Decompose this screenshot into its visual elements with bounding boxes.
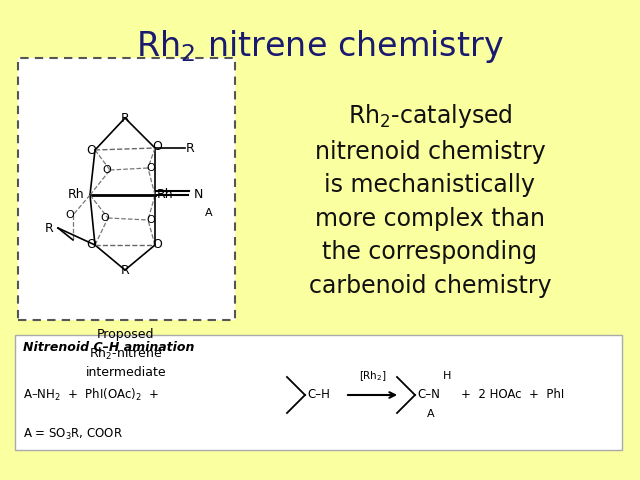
Text: H: H: [443, 371, 451, 381]
Text: C–H: C–H: [307, 388, 330, 401]
Text: A–NH$_2$  +  PhI(OAc)$_2$  +: A–NH$_2$ + PhI(OAc)$_2$ +: [23, 387, 159, 403]
Text: O: O: [102, 165, 111, 175]
Text: O: O: [100, 213, 109, 223]
Text: O: O: [147, 215, 156, 225]
Text: O: O: [86, 239, 96, 252]
Text: R: R: [120, 111, 129, 124]
Text: O: O: [152, 239, 162, 252]
Text: Proposed
Rh$_2$-nitrene
intermediate: Proposed Rh$_2$-nitrene intermediate: [86, 328, 166, 379]
Text: R: R: [45, 221, 54, 235]
Text: O: O: [147, 163, 156, 173]
Text: +  2 HOAc  +  PhI: + 2 HOAc + PhI: [461, 388, 564, 401]
Text: O: O: [86, 144, 96, 156]
Text: R: R: [186, 142, 195, 155]
Text: Rh: Rh: [67, 189, 84, 202]
Text: Rh: Rh: [157, 189, 173, 202]
Text: Rh$_2$-catalysed
nitrenoid chemistry
is mechanistically
more complex than
the co: Rh$_2$-catalysed nitrenoid chemistry is …: [308, 102, 551, 298]
Bar: [18, 58, 235, 320]
Text: C–N: C–N: [417, 388, 440, 401]
Text: O: O: [152, 140, 162, 153]
Bar: [15, 335, 622, 450]
Text: R: R: [120, 264, 129, 276]
Text: A: A: [205, 208, 212, 218]
Text: Rh$_2$ nitrene chemistry: Rh$_2$ nitrene chemistry: [136, 28, 504, 65]
Text: N: N: [194, 189, 204, 202]
Text: O: O: [66, 210, 74, 220]
Text: Nitrenoid C–H amination: Nitrenoid C–H amination: [23, 341, 195, 354]
Text: A: A: [427, 409, 435, 419]
Text: [Rh$_2$]: [Rh$_2$]: [358, 369, 387, 383]
Text: A = SO$_3$R, COOR: A = SO$_3$R, COOR: [23, 427, 123, 442]
